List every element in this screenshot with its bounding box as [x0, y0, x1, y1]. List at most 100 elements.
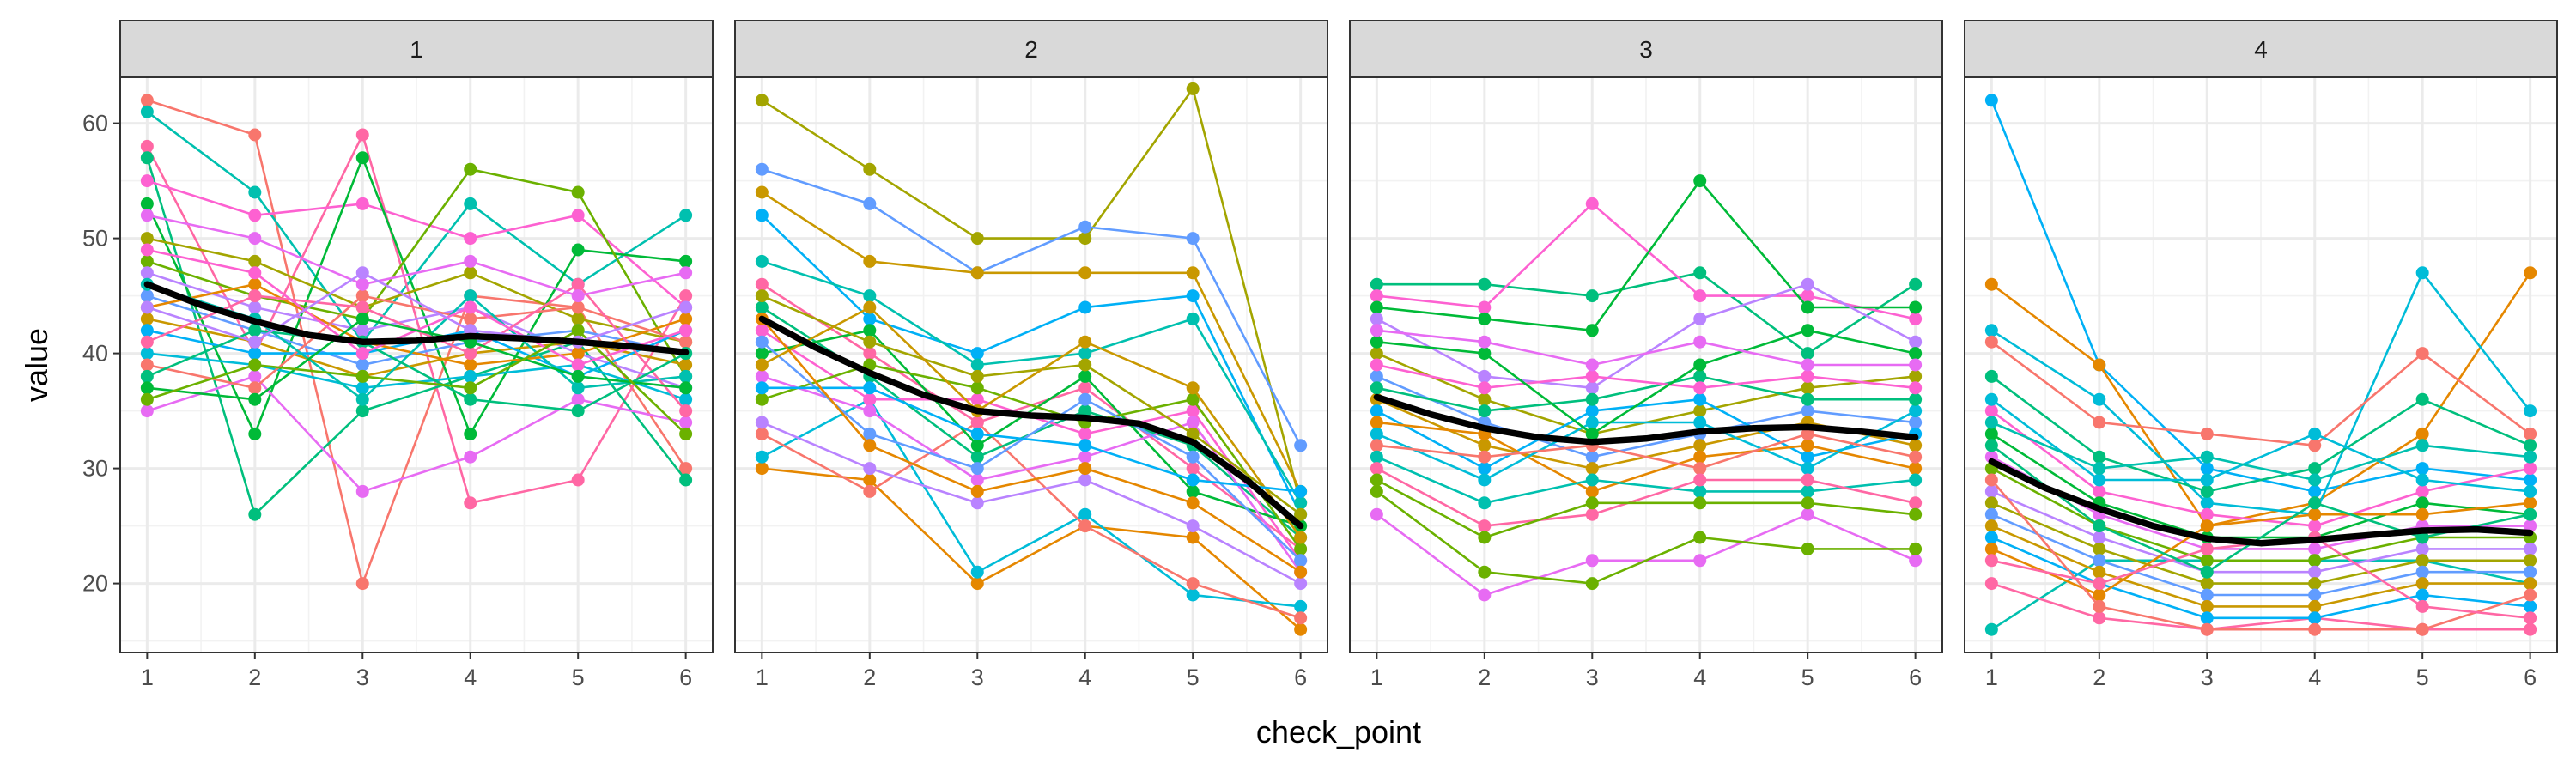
data-point — [2200, 611, 2214, 625]
smooth-trend-line — [758, 315, 1304, 530]
x-tick-label: 2 — [1478, 665, 1491, 690]
data-point — [1909, 381, 1923, 395]
data-point — [1294, 611, 1308, 625]
data-point — [1585, 358, 1599, 372]
data-point — [863, 439, 877, 452]
data-point — [571, 185, 585, 199]
data-point — [755, 381, 769, 395]
data-point — [140, 174, 154, 188]
data-point — [1693, 416, 1707, 429]
data-point — [1478, 439, 1492, 452]
subject-line — [147, 237, 686, 343]
data-point — [1078, 507, 1092, 521]
data-point — [679, 335, 693, 349]
subject-line — [147, 375, 686, 493]
data-point — [1693, 174, 1707, 188]
data-point — [2308, 542, 2322, 555]
data-point — [1370, 289, 1383, 303]
x-tick-label: 1 — [756, 665, 769, 690]
subject-line — [1990, 501, 2530, 597]
data-point — [464, 496, 477, 510]
subject-line — [1990, 490, 2530, 574]
data-point — [1585, 324, 1599, 337]
data-point — [1909, 392, 1923, 406]
y-tick-label: 20 — [82, 571, 108, 597]
data-point — [1370, 439, 1383, 452]
data-point — [1801, 484, 1814, 498]
data-point — [1370, 427, 1383, 440]
data-point — [1478, 277, 1492, 291]
data-point — [755, 289, 769, 303]
data-point — [355, 358, 369, 372]
data-point — [571, 300, 585, 314]
data-point — [1370, 358, 1383, 372]
x-axis-title: check_point — [1256, 714, 1421, 750]
data-point — [1370, 473, 1383, 487]
data-point — [1585, 484, 1599, 498]
data-point — [1370, 484, 1383, 498]
x-tick-label: 1 — [141, 665, 154, 690]
data-point — [1585, 416, 1599, 429]
data-point — [1984, 277, 1998, 291]
data-point — [1294, 507, 1308, 521]
data-point — [2308, 473, 2322, 487]
data-point — [970, 496, 984, 510]
subject-line — [1990, 271, 2531, 516]
data-point — [755, 358, 769, 372]
data-point — [2415, 347, 2429, 361]
data-point — [2308, 439, 2322, 452]
data-point — [2308, 462, 2322, 476]
data-point — [863, 289, 877, 303]
data-point — [863, 254, 877, 268]
data-point — [755, 300, 769, 314]
data-point — [1370, 507, 1383, 521]
data-point — [2200, 427, 2214, 440]
data-point — [679, 300, 693, 314]
data-point — [355, 128, 369, 142]
data-point — [755, 162, 769, 176]
data-point — [248, 254, 262, 268]
data-point — [1370, 277, 1383, 291]
data-point — [1294, 484, 1308, 498]
data-point — [1478, 312, 1492, 325]
data-point — [1984, 416, 1998, 429]
data-point — [140, 243, 154, 257]
data-point — [679, 358, 693, 372]
data-point — [2308, 611, 2322, 625]
data-point — [863, 462, 877, 476]
data-point — [248, 300, 262, 314]
data-point — [464, 232, 477, 246]
data-point — [970, 427, 984, 440]
data-point — [1370, 312, 1383, 325]
data-point — [1984, 427, 1998, 440]
data-point — [248, 427, 262, 440]
data-point — [1801, 427, 1814, 440]
data-point — [2200, 519, 2214, 533]
subject-line — [1990, 398, 2530, 493]
data-point — [2093, 358, 2106, 372]
data-point — [1693, 531, 1707, 544]
data-point — [863, 335, 877, 349]
data-point — [248, 507, 262, 521]
data-point — [1370, 300, 1383, 314]
data-point — [1909, 462, 1923, 476]
data-point — [1585, 507, 1599, 521]
y-axis-title: value — [19, 328, 54, 402]
subject-line — [761, 88, 1302, 504]
data-point — [140, 404, 154, 418]
data-point — [1478, 392, 1492, 406]
subject-line — [1376, 421, 1916, 493]
x-tick-label: 2 — [248, 665, 261, 690]
data-point — [140, 197, 154, 210]
data-point — [248, 209, 262, 222]
data-point — [2415, 565, 2429, 579]
data-point — [571, 381, 585, 395]
data-point — [464, 312, 477, 325]
data-point — [1909, 358, 1923, 372]
data-point — [863, 300, 877, 314]
data-point — [863, 392, 877, 406]
smooth-trend-line — [1988, 458, 2534, 547]
data-point — [1186, 416, 1200, 429]
data-point — [140, 358, 154, 372]
